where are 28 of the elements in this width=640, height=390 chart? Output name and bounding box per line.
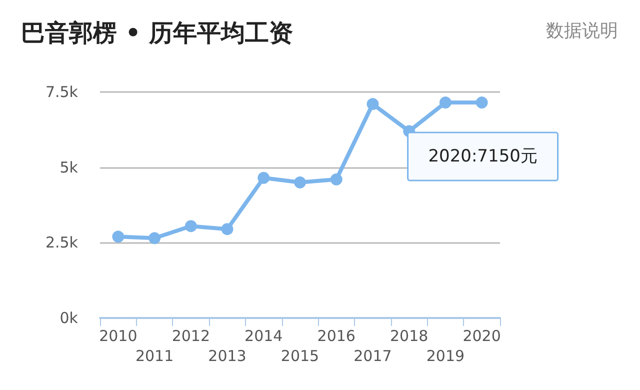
x-tick-label: 2019 — [426, 347, 465, 365]
x-tick-label: 2016 — [317, 327, 356, 345]
point — [221, 223, 234, 236]
y-tick-label: 7.5k — [45, 83, 78, 101]
point — [294, 176, 306, 188]
x-tick-label: 2015 — [280, 347, 320, 365]
y-tick-label: 2.5k — [45, 234, 78, 252]
point — [330, 173, 342, 186]
x-tick-label: 2013 — [208, 347, 246, 365]
x-tick-label: 2014 — [244, 327, 283, 345]
annotation: 2020:7150元 — [428, 146, 538, 167]
point — [112, 230, 124, 243]
x-tick-label: 2020 — [462, 327, 501, 345]
point — [258, 172, 270, 184]
point — [366, 98, 379, 110]
y-tick-label: 0k — [60, 309, 78, 327]
point — [439, 96, 452, 109]
point — [148, 232, 161, 244]
text: 数据说明 — [546, 20, 618, 42]
chart-title: 巴音郭楞 • 历年平均工资 — [21, 19, 294, 47]
x-tick-label: 2010 — [99, 327, 138, 345]
point — [476, 96, 488, 109]
y-tick-label: 5k — [60, 158, 78, 176]
x-tick-label: 2012 — [172, 327, 210, 345]
x-tick-label: 2018 — [390, 327, 428, 345]
x-tick-label: 2017 — [354, 347, 392, 365]
x-tick-label: 2011 — [135, 347, 174, 365]
point — [184, 220, 197, 232]
